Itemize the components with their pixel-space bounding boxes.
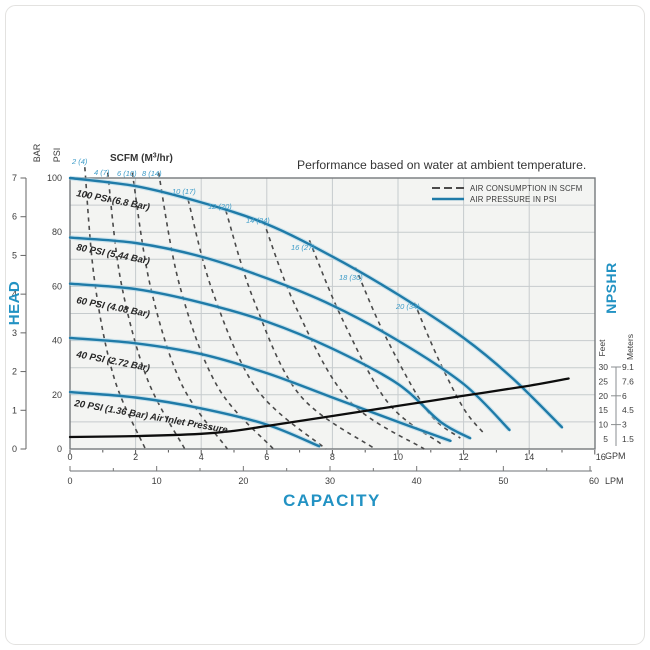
- npshr-performance-curve: [68, 377, 570, 439]
- air-consumption-curve-label: 6 (10): [117, 169, 137, 178]
- bar-tick-label: 6: [12, 212, 17, 222]
- gpm-tick-label: 6: [264, 452, 269, 462]
- scfm-header-post: /hr): [157, 153, 173, 164]
- bar-tick-label: 4: [12, 289, 17, 299]
- lpm-tick-label: 40: [412, 476, 422, 486]
- air-consumption-curve-label: 12 (20): [208, 202, 232, 211]
- chart-title: Performance based on water at ambient te…: [297, 158, 586, 172]
- air-consumption-curves: [84, 167, 484, 450]
- bar-tick-label: 2: [12, 367, 17, 377]
- lpm-tick-label: 50: [498, 476, 508, 486]
- npshr-feet-value: 15: [599, 405, 609, 415]
- npshr-meters-value: 4.5: [622, 405, 634, 415]
- lpm-tick-label: 60: [589, 476, 599, 486]
- air-consumption-curve-12scfm: [225, 210, 376, 450]
- lpm-unit-label: LPM: [605, 476, 624, 486]
- npshr-meters-value: 3: [622, 420, 627, 430]
- npshr-curve: [68, 377, 570, 439]
- psi-tick-label: 40: [52, 336, 62, 346]
- gpm-tick-label: 2: [133, 452, 138, 462]
- air-consumption-curve-16scfm: [308, 239, 442, 445]
- air-consumption-curve-20scfm: [413, 302, 484, 434]
- air-consumption-curve-2scfm: [84, 167, 147, 450]
- air-consumption-curve-label: 10 (17): [172, 187, 196, 196]
- air-consumption-curve-label: 4 (7): [94, 168, 110, 177]
- air-consumption-curve-label: 16 (27): [291, 243, 315, 252]
- lpm-tick-label: 0: [67, 476, 72, 486]
- scfm-header-sup: 3: [153, 153, 157, 160]
- air-consumption-curve-label: 14 (24): [246, 216, 270, 225]
- gpm-tick-label: 4: [199, 452, 204, 462]
- bar-tick-label: 0: [12, 444, 17, 454]
- scfm-header-pre: SCFM (M: [110, 153, 153, 164]
- air-consumption-curve-label: 8 (14): [142, 169, 162, 178]
- psi-axis-label: PSI: [52, 148, 62, 163]
- npshr-axis-title: NPSHR: [603, 262, 619, 314]
- bar-tick-label: 3: [12, 328, 17, 338]
- air-pressure-curve-20psi: [68, 390, 321, 448]
- air-pressure-curves: [68, 175, 564, 449]
- image-frame: [5, 5, 645, 645]
- air-pressure-curve-80psi: [68, 236, 511, 432]
- npshr-feet-value: 20: [599, 391, 609, 401]
- npshr-feet-value: 5: [603, 434, 608, 444]
- air-consumption-curve-4scfm: [106, 172, 186, 450]
- lpm-tick-label: 20: [238, 476, 248, 486]
- air-consumption-curve-14scfm: [262, 221, 425, 450]
- gpm-tick-label: 16: [596, 452, 606, 462]
- legend-pressure-label: AIR PRESSURE IN PSI: [470, 195, 557, 204]
- air-consumption-curve-label: 20 (34): [395, 302, 420, 311]
- psi-tick-label: 100: [47, 173, 62, 183]
- npshr-feet-value: 25: [599, 376, 609, 386]
- scfm-axis-header: SCFM (M3/hr): [110, 153, 173, 165]
- gpm-unit-label: GPM: [605, 451, 626, 461]
- legend: AIR CONSUMPTION IN SCFM AIR PRESSURE IN …: [432, 184, 582, 204]
- meters-axis-label: Meters: [625, 334, 635, 360]
- head-axis-title: HEAD: [6, 281, 23, 326]
- bar-tick-label: 1: [12, 405, 17, 415]
- air-consumption-curve-label: 18 (30): [339, 273, 363, 282]
- psi-tick-label: 0: [57, 444, 62, 454]
- psi-tick-label: 80: [52, 227, 62, 237]
- lpm-tick-label: 10: [152, 476, 162, 486]
- bar-axis-label: BAR: [32, 143, 42, 162]
- npshr-meters-value: 7.6: [622, 376, 634, 386]
- legend-consumption-label: AIR CONSUMPTION IN SCFM: [470, 184, 582, 193]
- bar-tick-label: 5: [12, 250, 17, 260]
- gpm-tick-label: 10: [393, 452, 403, 462]
- feet-axis-label: Feet: [597, 339, 607, 357]
- air-pressure-curve-100psi: [68, 176, 564, 429]
- psi-tick-label: 20: [52, 390, 62, 400]
- capacity-axis-title: CAPACITY: [283, 491, 381, 510]
- npshr-meters-value: 6: [622, 391, 627, 401]
- air-consumption-curve-label: 2 (4): [71, 157, 88, 166]
- gpm-tick-label: 0: [67, 452, 72, 462]
- air-pressure-curve-60psi: [68, 282, 472, 440]
- gridlines: [70, 178, 595, 449]
- psi-tick-label: 60: [52, 281, 62, 291]
- air-consumption-curve-10scfm: [187, 199, 327, 450]
- gpm-tick-label: 12: [459, 452, 469, 462]
- gpm-tick-label: 8: [330, 452, 335, 462]
- npshr-feet-value: 30: [599, 362, 609, 372]
- axis-ticks-and-numbers: 0 2 4 6 8 10 12 14 160 10 20 30 40 50 6010080604020076…: [12, 173, 634, 486]
- npshr-meters-value: 9.1: [622, 362, 634, 372]
- npshr-meters-value: 1.5: [622, 434, 634, 444]
- lpm-tick-label: 30: [325, 476, 335, 486]
- bar-tick-label: 7: [12, 173, 17, 183]
- npshr-feet-value: 10: [599, 420, 609, 430]
- plot-border: [69, 177, 596, 450]
- air-pressure-curve-40psi: [68, 336, 452, 443]
- gpm-tick-label: 14: [524, 452, 534, 462]
